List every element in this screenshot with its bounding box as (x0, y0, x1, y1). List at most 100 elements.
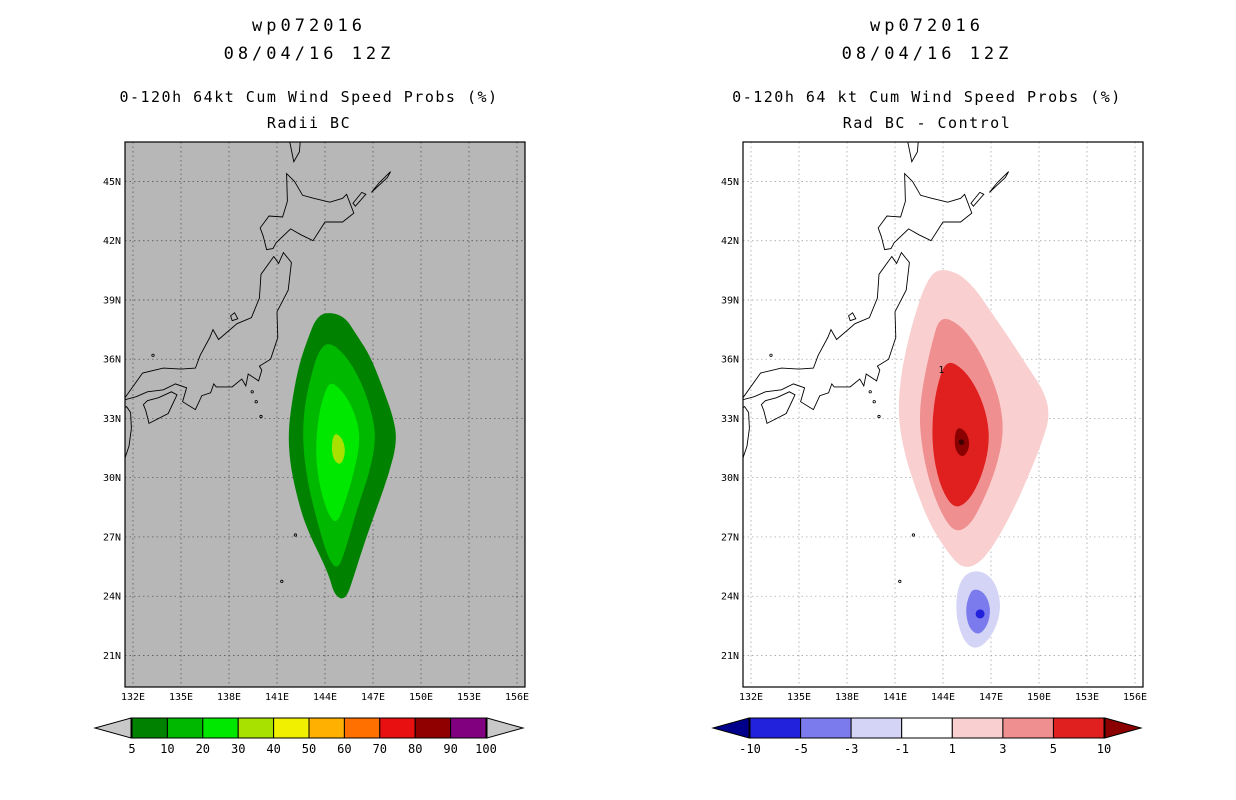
x-tick-label: 156E (1123, 692, 1147, 703)
islet (769, 353, 773, 357)
colorbar-segment (951, 717, 1004, 739)
init-datetime: 08/04/16 12Z (841, 44, 1013, 64)
y-tick-label: 27N (721, 532, 739, 543)
coastline (970, 191, 985, 207)
islet (250, 390, 254, 394)
coastline (760, 391, 796, 425)
y-tick-label: 21N (721, 651, 739, 662)
colorbar-arrow-right (486, 717, 525, 739)
y-tick-label: 36N (103, 355, 121, 366)
colorbar-label: 50 (302, 742, 316, 756)
colorbar-label: 100 (475, 742, 497, 756)
coastline (743, 251, 910, 411)
islet (877, 414, 881, 419)
colorbar-label: 5 (128, 742, 135, 756)
colorbar-arrow-right (1104, 717, 1143, 739)
colorbar-segment (379, 717, 416, 739)
colorbar-segment (850, 717, 903, 739)
islet (151, 353, 155, 357)
y-tick-label: 39N (103, 295, 121, 306)
y-tick-label: 33N (103, 414, 121, 425)
coastline (352, 191, 367, 207)
coastline (989, 171, 1009, 193)
y-tick-label: 30N (103, 473, 121, 484)
panel-rad-bc-minus-control: wp072016 08/04/16 12Z 0-120h 64 kt Cum W… (618, 0, 1236, 800)
x-tick-label: 153E (1075, 692, 1099, 703)
islet (254, 400, 258, 404)
x-tick-label: 135E (787, 692, 811, 703)
storm-id: wp072016 (870, 16, 984, 36)
colorbar-label: -10 (739, 742, 761, 756)
y-tick-label: 45N (103, 177, 121, 188)
diff-le-5 (975, 609, 985, 619)
init-datetime: 08/04/16 12Z (223, 44, 395, 64)
coastline (125, 405, 132, 459)
colorbar-segment (450, 717, 487, 739)
y-tick-label: 24N (103, 592, 121, 603)
y-tick-label: 39N (721, 295, 739, 306)
islet (280, 579, 284, 583)
coastline (877, 172, 973, 251)
coastline (743, 405, 750, 459)
contour-label: 1 (939, 365, 945, 376)
colorbar-segment (308, 717, 345, 739)
colorbar-label: 80 (408, 742, 422, 756)
colorbar-label: 20 (196, 742, 210, 756)
colorbar-segment (237, 717, 275, 739)
x-tick-label: 138E (217, 692, 241, 703)
prob-map: 132E 135E 138E 141E 144E 147E 150E 153E 156E 45N 4… (103, 141, 529, 703)
islet (898, 579, 902, 583)
colorbar-arrow-left (711, 717, 750, 739)
islet (911, 533, 915, 537)
colorbar-label: 60 (337, 742, 351, 756)
colorbar-segment (131, 717, 168, 739)
x-tick-label: 144E (931, 692, 955, 703)
x-tick-label: 132E (739, 692, 763, 703)
colorbar-label: 5 (1050, 742, 1057, 756)
x-tick-label: 141E (265, 692, 289, 703)
colorbar-segment (1052, 717, 1105, 739)
colorbar-segment (273, 717, 310, 739)
panel-title-group: 0-120h 64 kt Cum Wind Speed Probs (%) Ra… (732, 84, 1122, 136)
colorbar-label: -3 (844, 742, 858, 756)
panel-variant-label: Radii BC (266, 114, 352, 132)
x-tick-label: 147E (979, 692, 1003, 703)
x-tick-label: 144E (313, 692, 337, 703)
panel-radii-bc: wp072016 08/04/16 12Z 0-120h 64kt Cum Wi… (93, 16, 529, 756)
x-tick-label: 138E (835, 692, 859, 703)
islet (872, 400, 876, 404)
colorbar-segment (1002, 717, 1054, 739)
islet (868, 390, 872, 394)
colorbar-label: 1 (949, 742, 956, 756)
diff-max-core (958, 439, 965, 445)
coastline (848, 312, 857, 322)
colorbar-label: 10 (1097, 742, 1111, 756)
panel-title: 0-120h 64kt Cum Wind Speed Probs (%) (119, 88, 499, 106)
islet (259, 414, 263, 419)
y-tick-label: 21N (103, 651, 121, 662)
y-tick-label: 27N (103, 532, 121, 543)
map-frame (124, 141, 526, 688)
diff-map: 1 132E 135E 138E 141E 144E 147E 150E 153E 156E 45N… (721, 141, 1147, 703)
colorbar-label: -1 (894, 742, 908, 756)
colorbar-label: 70 (373, 742, 387, 756)
coastline (259, 172, 355, 251)
x-tick-label: 150E (1027, 692, 1051, 703)
map-frame (742, 141, 1144, 688)
y-tick-label: 36N (721, 355, 739, 366)
prob-colorbar: 5 10 20 30 40 50 60 70 80 90 100 (93, 717, 525, 756)
y-tick-label: 42N (103, 236, 121, 247)
colorbar-segment (800, 717, 852, 739)
prob-ge-30 (331, 434, 345, 464)
colorbar-label: 90 (443, 742, 457, 756)
coastline (907, 142, 919, 163)
colorbar-segment (166, 717, 204, 739)
islet (293, 533, 297, 537)
y-tick-label: 24N (721, 592, 739, 603)
colorbar-label: 3 (999, 742, 1006, 756)
colorbar-segment (901, 717, 953, 739)
coastline (125, 251, 292, 411)
panel-title-group: 0-120h 64kt Cum Wind Speed Probs (%) Rad… (119, 84, 498, 136)
colorbar-arrow-left (93, 717, 132, 739)
